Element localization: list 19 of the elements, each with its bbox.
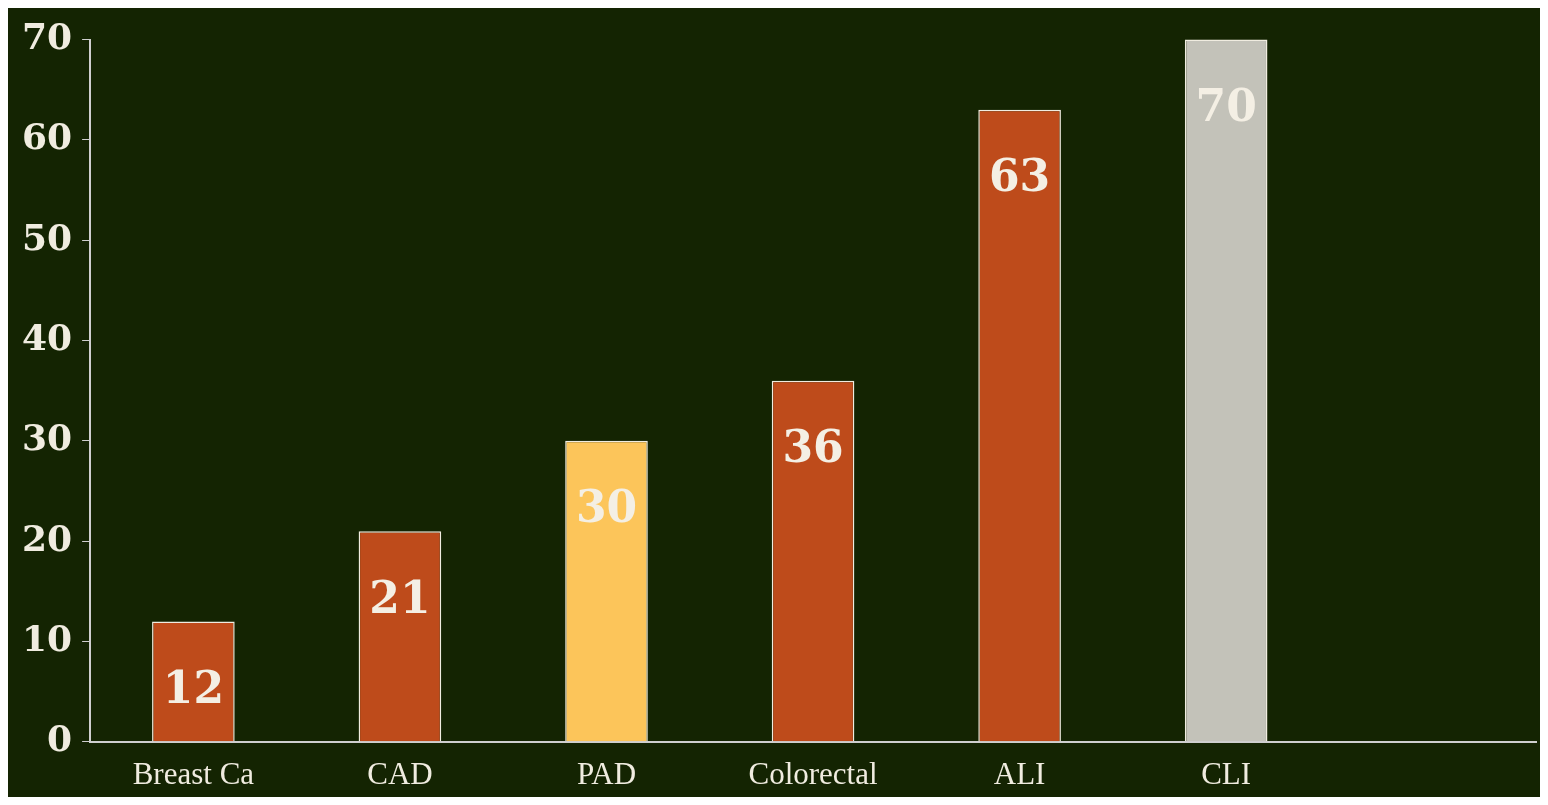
x-tick-label: PAD (576, 755, 637, 791)
y-tick-label: 60 (21, 115, 73, 158)
y-tick-label: 0 (47, 717, 73, 760)
data-label: 30 (575, 481, 638, 533)
y-tick-label: 40 (21, 315, 73, 358)
y-tick-label: 10 (21, 616, 73, 659)
y-tick-label: 50 (21, 215, 73, 258)
x-tick-label: CAD (367, 755, 433, 791)
x-tick-label: CLI (1201, 755, 1252, 791)
x-tick-label: Colorectal (748, 755, 878, 791)
x-tick-label: Breast Ca (132, 755, 255, 791)
data-label: 36 (782, 421, 844, 473)
y-tick-label: 30 (21, 416, 73, 459)
data-label: 63 (988, 150, 1051, 202)
y-tick-label: 70 (21, 14, 73, 57)
data-label: 12 (162, 661, 224, 713)
y-tick-label: 20 (21, 516, 73, 559)
data-label: 21 (369, 571, 431, 623)
x-tick-label: ALI (993, 755, 1046, 791)
